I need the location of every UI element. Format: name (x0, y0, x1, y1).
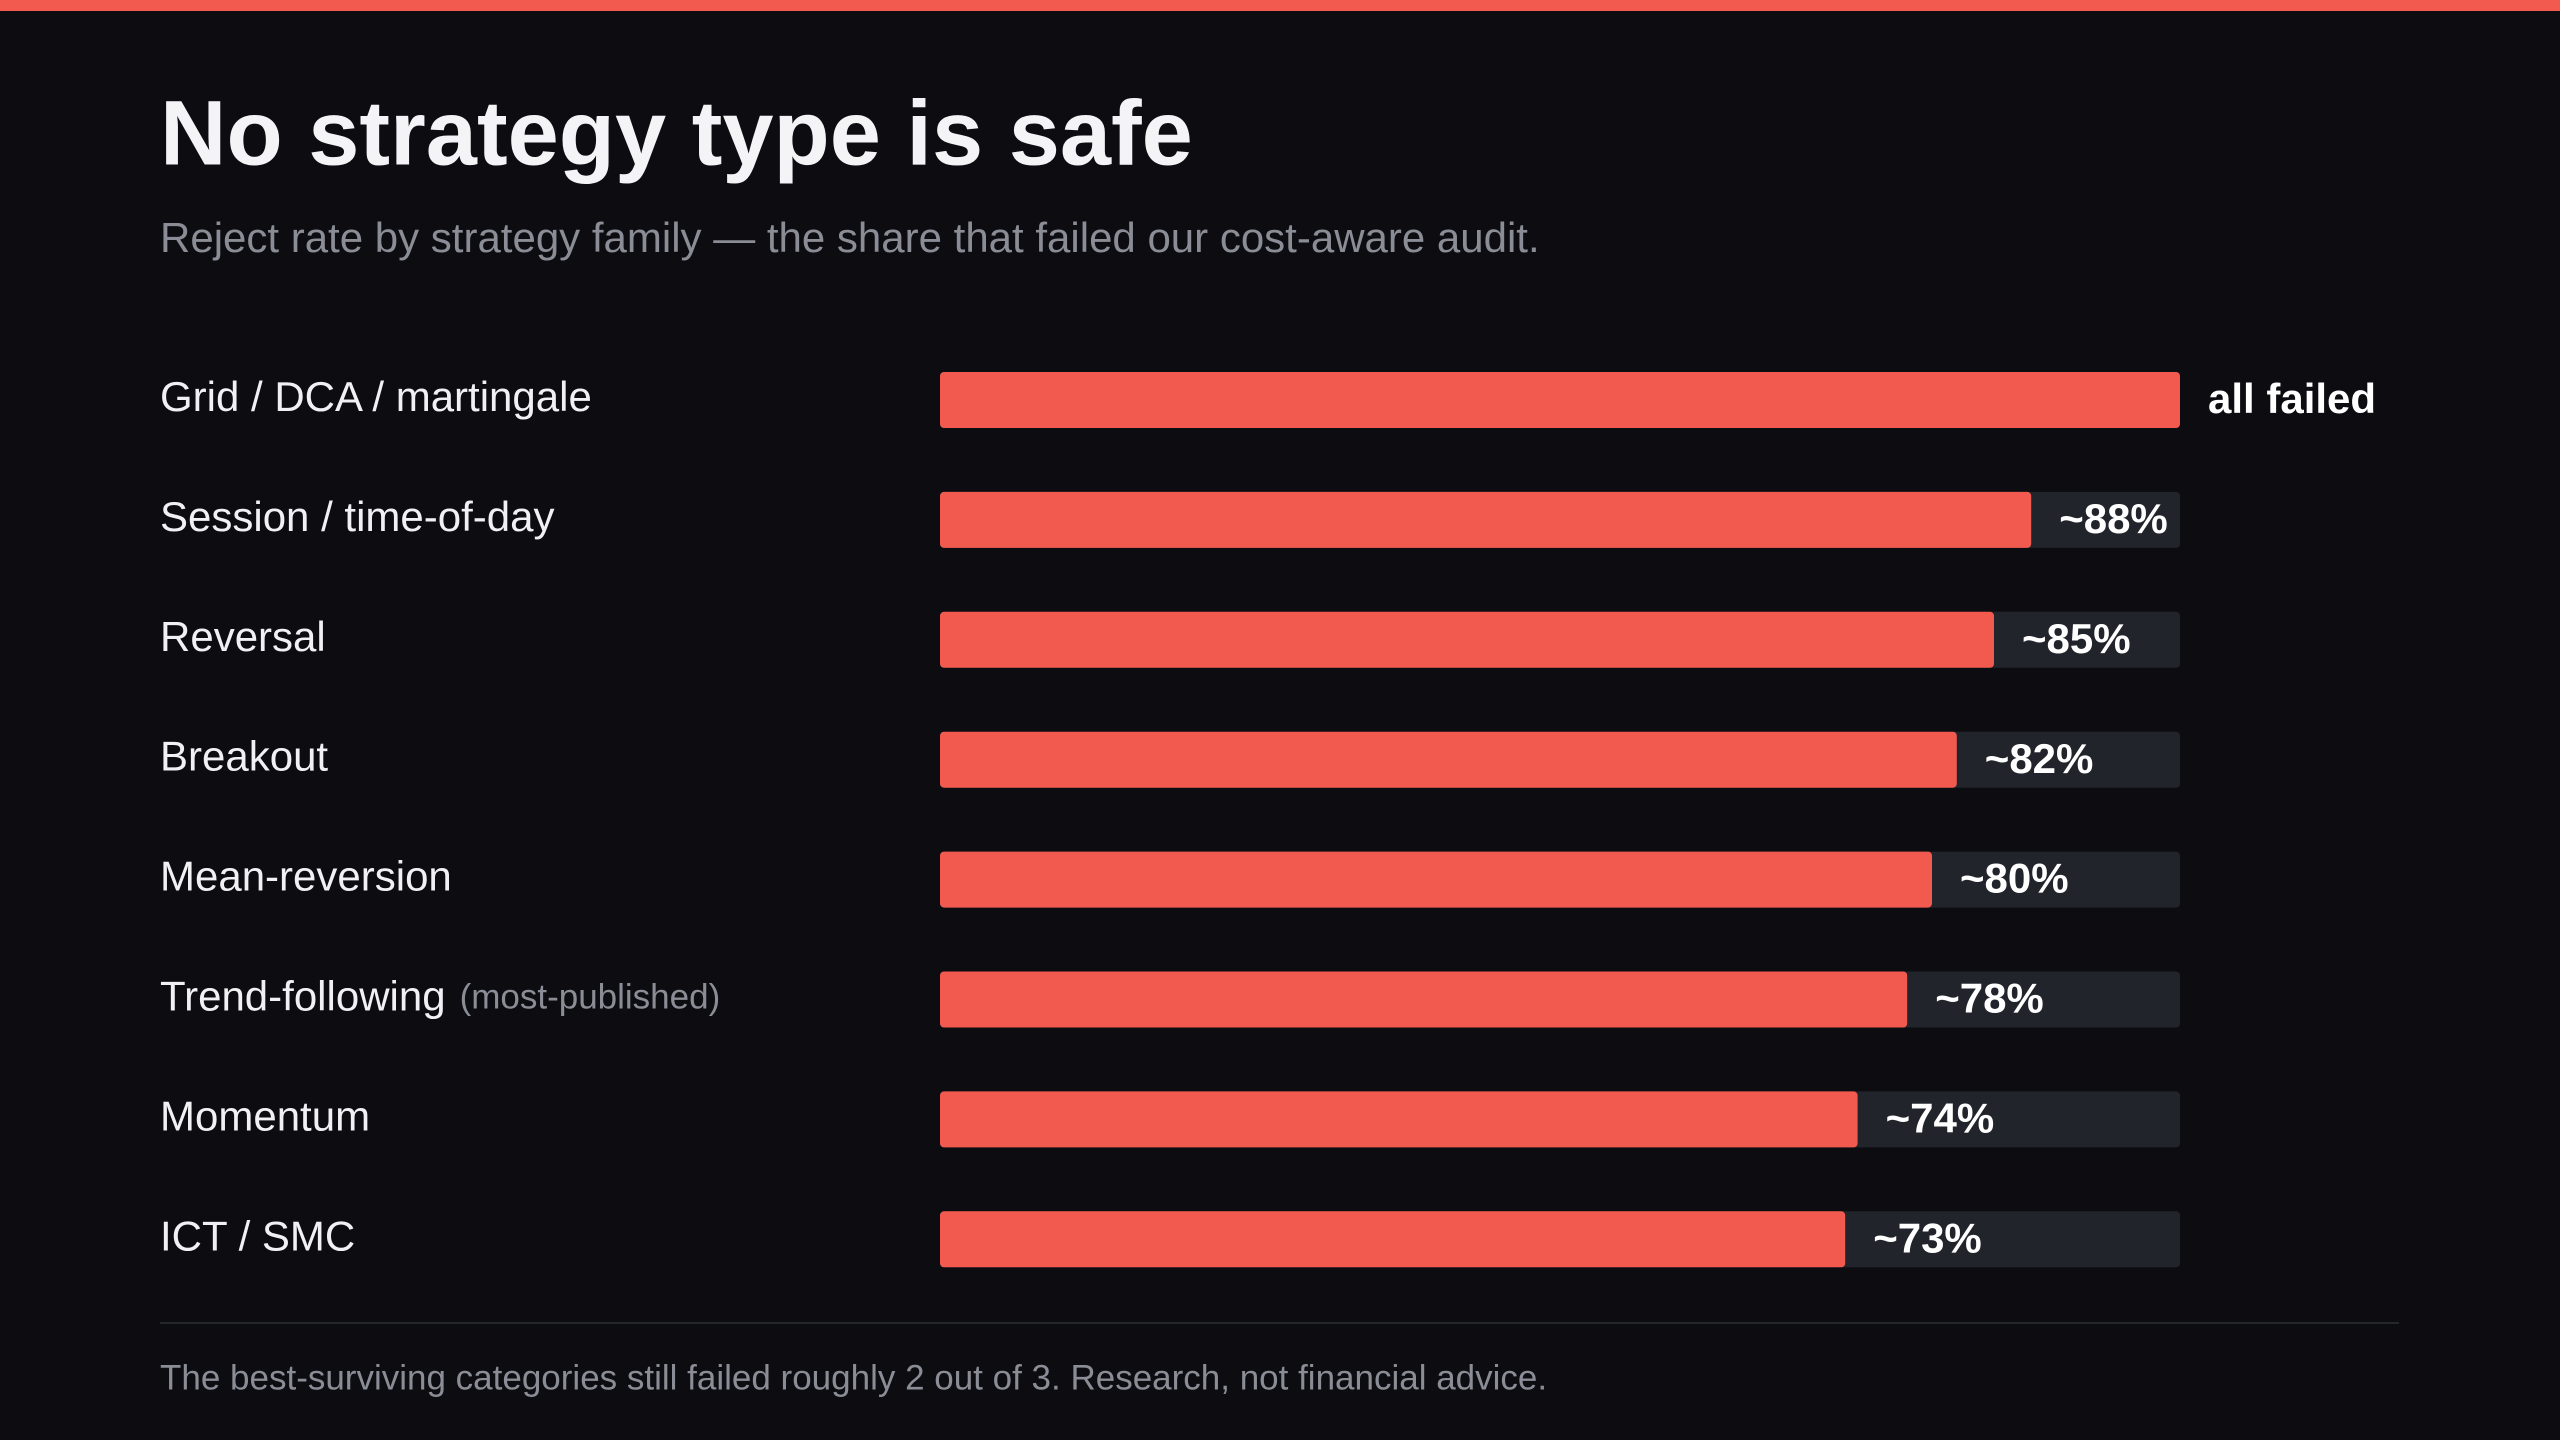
category-name: Session / time-of-day (160, 493, 555, 540)
footnote: The best-surviving categories still fail… (160, 1358, 1547, 1397)
category-name: Breakout (160, 733, 328, 780)
category-label: Breakout (160, 733, 328, 780)
value-label: ~88% (2059, 495, 2168, 542)
category-label: Trend-following (most-published) (160, 973, 720, 1020)
category-name: Grid / DCA / martingale (160, 373, 592, 420)
bar (940, 1091, 1858, 1148)
value-label: ~73% (1873, 1214, 1982, 1261)
bar (940, 1211, 1846, 1268)
bar (940, 611, 1994, 668)
value-label: ~85% (2022, 615, 2131, 662)
category-name: Momentum (160, 1092, 370, 1139)
value-label: ~74% (1886, 1094, 1995, 1141)
category-label: Reversal (160, 613, 326, 660)
category-name: Reversal (160, 613, 326, 660)
category-name: ICT / SMC (160, 1212, 355, 1259)
value-label: ~80% (1960, 855, 2069, 902)
value-label: ~82% (1985, 735, 2094, 782)
bar (940, 491, 2032, 548)
bar (940, 971, 1908, 1028)
bar (940, 372, 2180, 428)
category-label: Momentum (160, 1092, 370, 1139)
category-label: Session / time-of-day (160, 493, 555, 540)
bar (940, 851, 1932, 908)
category-label: ICT / SMC (160, 1212, 355, 1259)
chart-subtitle: Reject rate by strategy family — the sha… (160, 214, 1540, 261)
value-label: all failed (2208, 375, 2376, 422)
chart-title: No strategy type is safe (160, 82, 1193, 184)
value-label: ~78% (1935, 975, 2044, 1022)
category-name: Trend-following (160, 973, 446, 1020)
category-label: Mean-reversion (160, 853, 452, 900)
top-accent (0, 0, 2560, 11)
category-note: (most-published) (460, 978, 721, 1017)
category-label: Grid / DCA / martingale (160, 373, 592, 420)
category-name: Mean-reversion (160, 853, 452, 900)
bar (940, 731, 1957, 788)
